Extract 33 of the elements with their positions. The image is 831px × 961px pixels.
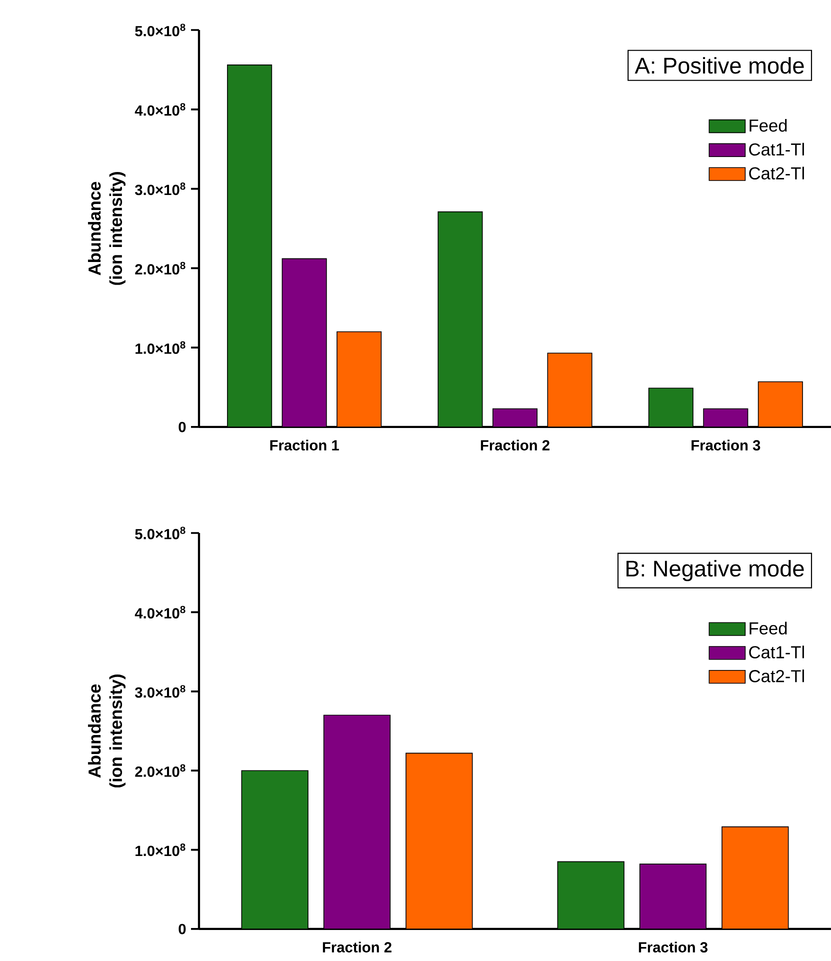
y-tick-label: 0 (178, 924, 186, 934)
x-tick-label: Fraction 3 (692, 440, 760, 450)
bar (282, 258, 327, 427)
bar (227, 64, 272, 427)
y-tick-label: 4.0×10$^{8}$ (134, 103, 186, 116)
y-tick-label: 0 (178, 422, 186, 432)
bar (438, 211, 483, 427)
x-tick-label: Fraction 2 (322, 942, 392, 952)
y-tick-label: 1.0×10$^{8}$ (136, 341, 186, 354)
y-tick-label: 2.0×10$^{8}$ (135, 764, 186, 777)
y-axis-title: Abundance (ion intensity) (88, 172, 126, 285)
x-tick-label: Fraction 2 (480, 440, 550, 450)
x-tick-label: Fraction 3 (638, 942, 708, 952)
legend-label: Feed (750, 118, 787, 132)
legend-label: Cat2-Tl (749, 166, 804, 180)
legend-label: Cat1-Tl (749, 142, 804, 156)
y-tick-label: 3.0×10$^{8}$ (134, 182, 186, 196)
legend-label: Cat2-Tl (749, 670, 804, 682)
y-tick-label: 2.0×10$^{8}$ (135, 262, 186, 275)
legend-label: Cat1-Tl (749, 646, 804, 658)
y-tick-label: 5.0×10$^{8}$ (135, 24, 186, 36)
text: A: Positive mode (634, 57, 804, 74)
x-tick-label: Fraction 1 (270, 440, 339, 450)
legend-label: Feed (750, 622, 787, 634)
y-axis-title: Abundance (ion intensity) (88, 674, 126, 788)
bar (492, 408, 538, 427)
bar (703, 408, 748, 427)
text: B: Negative mode (626, 560, 804, 582)
y-tick-label: 5.0×10$^{8}$ (135, 526, 186, 540)
y-tick-label: 1.0×10$^{8}$ (136, 843, 186, 856)
y-tick-label: 4.0×10$^{8}$ (134, 606, 186, 619)
bar (648, 388, 694, 427)
y-tick-label: 3.0×10$^{8}$ (134, 685, 186, 698)
